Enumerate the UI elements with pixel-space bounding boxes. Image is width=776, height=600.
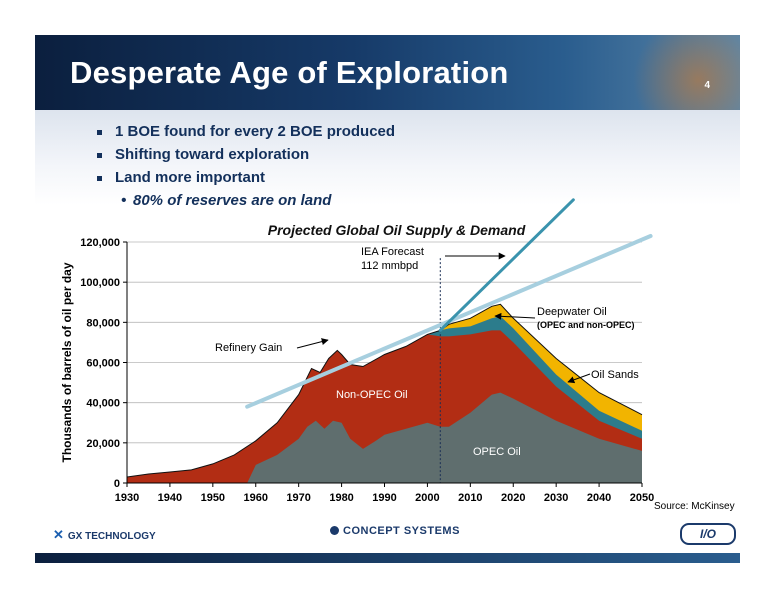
y-axis-label: Thousands of barrels of oil per day bbox=[60, 262, 74, 462]
x-tick-label: 1970 bbox=[286, 492, 310, 504]
bullet-text: 1 BOE found for every 2 BOE produced bbox=[115, 123, 396, 140]
bullet-list: 1 BOE found for every 2 BOE produced Shi… bbox=[97, 123, 395, 214]
page-number: 4 bbox=[704, 80, 710, 91]
bullet-square-icon bbox=[97, 153, 102, 158]
y-tick-label: 0 bbox=[114, 478, 120, 490]
supply-demand-chart: 0 20,000 40,000 60,000 80,000 100,000 120,000 1… bbox=[60, 198, 735, 512]
x-tick-label: 1950 bbox=[201, 492, 225, 504]
concept-systems-logo: CONCEPT SYSTEMS bbox=[330, 525, 460, 537]
x-tick-label: 2040 bbox=[587, 492, 611, 504]
iea-forecast-value: 112 mmbpd bbox=[361, 260, 418, 272]
y-tick-label: 100,000 bbox=[80, 277, 120, 289]
slide-title: Desperate Age of Exploration bbox=[70, 55, 509, 90]
bullet-item: Land more important bbox=[97, 169, 395, 192]
bullet-dot-icon: • bbox=[121, 192, 127, 209]
refinery-gain-label: Refinery Gain bbox=[215, 342, 282, 354]
x-tick-label: 2000 bbox=[415, 492, 439, 504]
x-tick-label: 2050 bbox=[630, 492, 654, 504]
y-tick-label: 80,000 bbox=[86, 317, 120, 329]
deepwater-arrow-icon bbox=[494, 312, 536, 320]
bullet-square-icon bbox=[97, 176, 102, 181]
slide-header bbox=[35, 35, 740, 110]
deepwater-oil-label: Deepwater Oil bbox=[537, 306, 607, 318]
iea-forecast-line bbox=[438, 198, 575, 332]
slide: Desperate Age of Exploration 4 1 BOE fou… bbox=[35, 35, 740, 563]
x-tick-label: 1990 bbox=[372, 492, 396, 504]
bullet-item: Shifting toward exploration bbox=[97, 146, 395, 169]
globe-icon bbox=[330, 526, 339, 535]
opec-oil-label: OPEC Oil bbox=[473, 446, 521, 458]
y-tick-label: 120,000 bbox=[80, 237, 120, 249]
sub-bullet-text: 80% of reserves are on land bbox=[133, 192, 332, 209]
non-opec-oil-label: Non-OPEC Oil bbox=[336, 389, 408, 401]
supply-outline bbox=[126, 303, 643, 478]
x-tick-label: 1930 bbox=[115, 492, 139, 504]
source-label: Source: McKinsey bbox=[654, 501, 735, 512]
oil-sands-label: Oil Sands bbox=[591, 369, 639, 381]
y-tick-label: 40,000 bbox=[86, 398, 120, 410]
bullet-text: Land more important bbox=[115, 169, 266, 186]
y-tick-label: 20,000 bbox=[86, 438, 120, 450]
x-tick-label: 2010 bbox=[458, 492, 482, 504]
bullet-item: 1 BOE found for every 2 BOE produced bbox=[97, 123, 395, 146]
bullet-square-icon bbox=[97, 130, 102, 135]
bullet-text: Shifting toward exploration bbox=[115, 146, 310, 163]
gx-technology-logo: ✕ GX TECHNOLOGY bbox=[53, 527, 156, 542]
deepwater-oil-sublabel: (OPEC and non-OPEC) bbox=[537, 320, 635, 330]
x-tick-label: 1960 bbox=[244, 492, 268, 504]
header-gradient-band bbox=[35, 110, 740, 205]
chart-title: Projected Global Oil Supply & Demand bbox=[268, 222, 526, 238]
opec-oil-area bbox=[127, 392, 642, 483]
gx-x-icon: ✕ bbox=[53, 527, 64, 542]
oil-sands-arrow-icon bbox=[567, 373, 591, 384]
io-logo: I/O bbox=[680, 523, 736, 545]
x-tick-label: 2030 bbox=[544, 492, 568, 504]
refinery-arrow-icon bbox=[296, 338, 329, 349]
sub-bullet-item: • 80% of reserves are on land bbox=[97, 192, 395, 214]
x-tick-label: 2020 bbox=[501, 492, 525, 504]
iea-forecast-label: IEA Forecast bbox=[361, 246, 424, 258]
y-tick-label: 60,000 bbox=[86, 358, 120, 370]
x-tick-label: 1940 bbox=[158, 492, 182, 504]
footer-bar bbox=[35, 553, 740, 563]
x-tick-label: 1980 bbox=[329, 492, 353, 504]
